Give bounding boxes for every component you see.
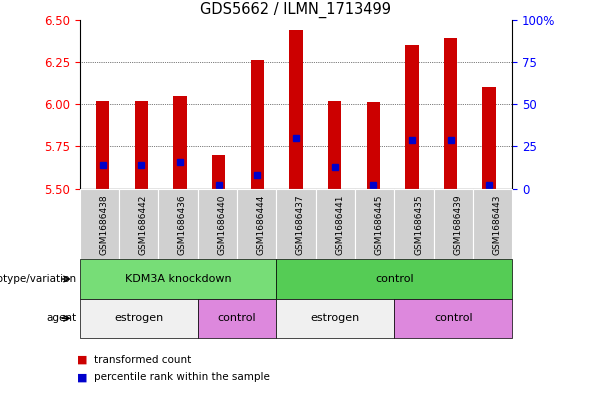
Bar <box>328 101 342 189</box>
Bar <box>135 101 148 189</box>
Bar <box>482 87 496 189</box>
Text: estrogen: estrogen <box>114 313 163 323</box>
Text: control: control <box>217 313 256 323</box>
Text: KDM3A knockdown: KDM3A knockdown <box>125 274 231 284</box>
Text: GSM1686436: GSM1686436 <box>178 195 187 255</box>
Text: GSM1686444: GSM1686444 <box>257 195 266 255</box>
Text: GSM1686443: GSM1686443 <box>493 195 502 255</box>
Text: percentile rank within the sample: percentile rank within the sample <box>94 372 270 382</box>
Title: GDS5662 / ILMN_1713499: GDS5662 / ILMN_1713499 <box>200 2 392 18</box>
Text: GSM1686440: GSM1686440 <box>217 195 226 255</box>
Text: estrogen: estrogen <box>311 313 360 323</box>
Text: control: control <box>434 313 473 323</box>
Text: genotype/variation: genotype/variation <box>0 274 77 284</box>
Text: GSM1686442: GSM1686442 <box>138 195 148 255</box>
Text: GSM1686445: GSM1686445 <box>375 195 383 255</box>
Bar <box>173 96 187 189</box>
Bar <box>405 45 419 189</box>
Text: control: control <box>375 274 413 284</box>
Text: GSM1686437: GSM1686437 <box>296 195 305 255</box>
Bar <box>212 155 226 189</box>
Text: GSM1686439: GSM1686439 <box>454 195 462 255</box>
Text: agent: agent <box>47 313 77 323</box>
Text: GSM1686435: GSM1686435 <box>414 195 423 255</box>
Text: GSM1686441: GSM1686441 <box>335 195 345 255</box>
Text: ■: ■ <box>77 372 87 382</box>
Bar <box>289 30 303 189</box>
Text: transformed count: transformed count <box>94 354 191 365</box>
Bar <box>250 60 264 189</box>
Bar <box>366 103 380 189</box>
Bar <box>96 101 110 189</box>
Text: GSM1686438: GSM1686438 <box>99 195 108 255</box>
Text: ■: ■ <box>77 354 87 365</box>
Bar <box>444 38 457 189</box>
